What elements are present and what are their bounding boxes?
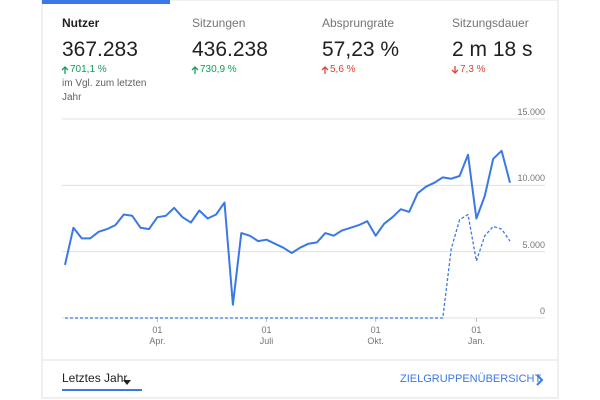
metric-note: im Vgl. zum letzten Jahr [62, 78, 147, 103]
metric-value: 2 m 18 s [452, 38, 533, 61]
change-arrow [451, 66, 459, 74]
metric-change: 5,6 % [330, 64, 356, 75]
dropdown-arrow[interactable] [123, 380, 131, 385]
current-period-line [64, 149, 511, 306]
x-tick-label: 01 Jan. [467, 325, 485, 346]
metric-label[interactable]: Nutzer [62, 16, 100, 30]
selected-tab-indicator [42, 0, 170, 4]
metric-change: 7,3 % [460, 64, 486, 75]
y-tick-label: 10.000 [517, 173, 545, 184]
x-tick-label: 01 Juli [259, 325, 274, 346]
x-tick-label: 01 Okt. [367, 325, 384, 346]
audience-link[interactable]: ZIELGRUPPENÜBERSICHT [400, 373, 542, 385]
metric-change: 730,9 % [200, 64, 237, 75]
x-tick-label: 01 Apr. [149, 325, 166, 346]
change-arrow [191, 66, 199, 74]
metric-label[interactable]: Sitzungsdauer [452, 16, 529, 30]
metric-label[interactable]: Absprungrate [322, 16, 395, 30]
change-arrow [61, 66, 69, 74]
y-tick-label: 15.000 [517, 107, 545, 117]
y-tick-label: 0 [539, 306, 545, 316]
metric-value: 367.283 [62, 38, 138, 61]
date-range-dropdown[interactable]: Letztes Jahr [62, 371, 128, 385]
previous-period-line [65, 213, 511, 319]
metric-value: 57,23 % [322, 38, 400, 61]
metric-change: 701,1 % [70, 64, 107, 75]
y-tick-label: 5.000 [522, 239, 545, 250]
card-border [41, 0, 559, 399]
change-arrow [321, 66, 329, 74]
metric-label[interactable]: Sitzungen [192, 16, 246, 30]
link-chevron[interactable] [536, 374, 544, 386]
metric-value: 436.238 [192, 38, 268, 61]
